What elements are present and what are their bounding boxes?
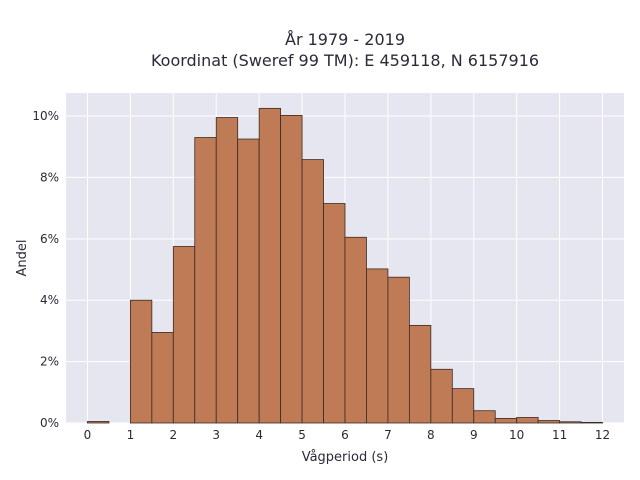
histogram-bar xyxy=(430,368,453,424)
histogram-bar xyxy=(258,107,282,424)
x-tick-label: 7 xyxy=(384,428,392,442)
y-tick-label: 0% xyxy=(40,416,59,430)
histogram-bar xyxy=(516,417,539,424)
histogram-bar xyxy=(387,276,410,424)
x-axis-label: Vågperiod (s) xyxy=(302,450,389,465)
histogram-bar xyxy=(151,332,174,424)
x-tick-label: 2 xyxy=(169,428,177,442)
histogram-bar xyxy=(494,417,518,424)
histogram-bar xyxy=(580,421,603,424)
histogram-bar xyxy=(537,420,561,424)
y-tick-label: 4% xyxy=(40,293,59,307)
y-tick-labels: 0% 2% 4% 6% 8% 10% xyxy=(32,109,59,430)
histogram-bar xyxy=(366,268,389,424)
x-tick-label: 10 xyxy=(509,428,524,442)
x-tick-label: 1 xyxy=(127,428,135,442)
histogram-bar xyxy=(323,203,346,424)
histogram-bar xyxy=(237,138,260,424)
histogram-bar xyxy=(215,117,239,424)
histogram-bar xyxy=(344,236,367,424)
x-tick-label: 3 xyxy=(212,428,220,442)
x-tick-label: 12 xyxy=(595,428,610,442)
chart-title-line2: Koordinat (Sweref 99 TM): E 459118, N 61… xyxy=(151,51,539,70)
histogram-bar xyxy=(559,421,582,424)
y-axis-label: Andel xyxy=(15,240,30,277)
x-tick-label: 5 xyxy=(298,428,306,442)
y-tick-label: 2% xyxy=(40,355,59,369)
x-tick-label: 9 xyxy=(470,428,478,442)
x-tick-label: 8 xyxy=(427,428,435,442)
histogram-bar xyxy=(301,159,324,424)
x-tick-label: 0 xyxy=(84,428,92,442)
histogram-bar xyxy=(87,421,110,424)
x-tick-label: 11 xyxy=(552,428,567,442)
histogram-bar xyxy=(451,388,475,424)
histogram-bar xyxy=(280,115,303,424)
histogram-bar xyxy=(129,299,153,424)
histogram-bar xyxy=(172,246,196,424)
histogram-bar xyxy=(473,410,496,424)
bars xyxy=(87,107,603,424)
y-tick-label: 6% xyxy=(40,232,59,246)
y-tick-label: 10% xyxy=(32,109,59,123)
x-tick-labels: 0 1 2 3 4 5 6 7 8 9 10 11 12 xyxy=(84,428,611,442)
x-tick-label: 4 xyxy=(255,428,263,442)
chart-title-line1: År 1979 - 2019 xyxy=(285,30,405,49)
y-tick-label: 8% xyxy=(40,170,59,184)
histogram-bar xyxy=(194,137,217,424)
x-tick-label: 6 xyxy=(341,428,349,442)
histogram-bar xyxy=(408,324,432,424)
